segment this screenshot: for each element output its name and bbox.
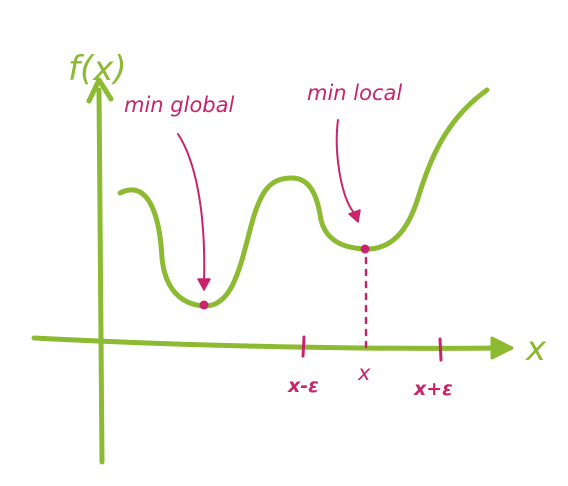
tick-x-minus-epsilon bbox=[301, 335, 306, 358]
tick-x-plus-epsilon bbox=[438, 337, 443, 362]
global-min-point bbox=[199, 300, 209, 310]
x-axis-arrowhead bbox=[490, 336, 514, 360]
x-axis-label: x bbox=[525, 329, 547, 369]
local-min-label: min local bbox=[307, 81, 402, 105]
global-min-label: min global bbox=[124, 93, 234, 117]
local-min-pointer-head bbox=[348, 209, 361, 223]
global-min-pointer bbox=[177, 133, 206, 283]
local-min-pointer bbox=[335, 119, 355, 214]
tick-label-x-minus-epsilon: x-ε bbox=[287, 375, 319, 397]
function-curve bbox=[117, 87, 490, 309]
local-min-point bbox=[360, 244, 370, 254]
x-axis-line bbox=[31, 335, 511, 351]
y-axis-arrowhead bbox=[86, 77, 114, 104]
y-axis-line bbox=[96, 87, 105, 465]
y-axis-label: f(x) bbox=[68, 49, 127, 89]
tick-label-x: x bbox=[357, 361, 371, 385]
global-min-pointer-head bbox=[197, 278, 211, 291]
tick-label-x-plus-epsilon: x+ε bbox=[413, 378, 453, 400]
